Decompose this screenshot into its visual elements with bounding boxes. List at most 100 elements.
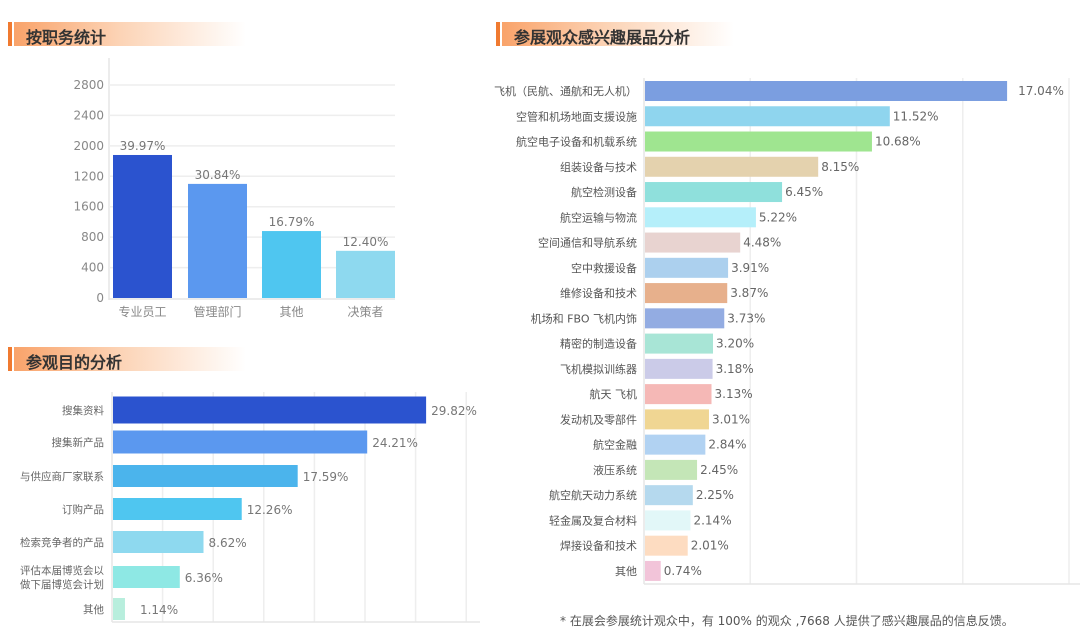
bar xyxy=(645,232,741,253)
bar xyxy=(645,257,729,278)
data-label: 2.84% xyxy=(708,438,746,452)
category-label: 精密的制造设备 xyxy=(560,337,637,351)
data-label: 6.36% xyxy=(185,571,223,585)
data-label: 3.13% xyxy=(715,387,753,401)
bar xyxy=(645,106,890,127)
y-tick-label: 2000 xyxy=(73,139,104,153)
category-label: 评估本届博览会以 xyxy=(20,564,104,577)
bar xyxy=(645,333,713,354)
bar xyxy=(113,566,180,588)
bar xyxy=(188,183,247,298)
category-label: 空间通信和导航系统 xyxy=(538,236,637,250)
bar xyxy=(645,81,1008,101)
bar xyxy=(645,131,872,152)
bar xyxy=(645,434,706,455)
data-label: 17.59% xyxy=(303,470,349,484)
data-label: 6.45% xyxy=(785,185,823,199)
category-label: 其他 xyxy=(83,603,104,616)
data-label: 3.18% xyxy=(716,362,754,376)
category-label: 与供应商厂家联系 xyxy=(20,470,104,483)
data-label: 29.82% xyxy=(431,404,477,418)
y-tick-label: 0 xyxy=(96,291,104,305)
bar xyxy=(645,207,756,228)
data-label: 5.22% xyxy=(759,210,797,224)
data-label: 2.25% xyxy=(696,488,734,502)
category-label: 航空检测设备 xyxy=(571,185,637,199)
bar xyxy=(645,384,712,405)
category-label: 维修设备和技术 xyxy=(560,286,637,300)
category-label: 检索竞争者的产品 xyxy=(20,536,104,549)
bar xyxy=(645,308,725,329)
header-background xyxy=(14,22,246,46)
data-label: 3.73% xyxy=(727,311,765,325)
category-label: 轻金属及复合材料 xyxy=(549,513,637,527)
category-label: 机场和 FBO 飞机内饰 xyxy=(531,311,637,325)
data-label: 1.14% xyxy=(140,603,178,617)
category-label: 发动机及零部件 xyxy=(560,412,637,426)
category-label: 订购产品 xyxy=(62,503,104,516)
data-label: 24.21% xyxy=(372,436,418,450)
bar xyxy=(645,358,713,379)
bar xyxy=(645,182,783,203)
category-label: 空管和机场地面支援设施 xyxy=(516,109,637,123)
header-accent xyxy=(496,22,500,46)
header-background xyxy=(502,22,734,46)
bar xyxy=(645,459,698,480)
section-title: 按职务统计 xyxy=(26,28,107,47)
data-label: 0.74% xyxy=(664,564,702,578)
data-label: 3.20% xyxy=(716,337,754,351)
data-label: 10.68% xyxy=(875,135,921,149)
data-label: 2.01% xyxy=(691,539,729,553)
category-label: 焊接设备和技术 xyxy=(560,539,637,553)
y-tick-label: 800 xyxy=(81,230,104,244)
footnote: * 在展会参展统计观众中，有 100% 的观众 ,7668 人提供了感兴趣展品的… xyxy=(560,614,1014,628)
category-label: 航空运输与物流 xyxy=(560,210,637,224)
y-tick-label: 2400 xyxy=(73,108,104,122)
x-tick-label: 决策者 xyxy=(347,305,383,319)
x-tick-label: 其他 xyxy=(279,305,303,319)
category-label: 液压系统 xyxy=(593,463,637,477)
x-tick-label: 专业员工 xyxy=(118,304,166,319)
category-label: 搜集资料 xyxy=(62,404,104,417)
section-title: 参观目的分析 xyxy=(26,353,123,372)
bar xyxy=(645,535,688,556)
category-label: 航空金融 xyxy=(593,438,637,452)
category-label: 其他 xyxy=(615,565,637,578)
data-label: 4.48% xyxy=(743,236,781,250)
data-label: 39.97% xyxy=(120,139,166,153)
bar xyxy=(113,154,172,298)
header-accent xyxy=(8,347,12,371)
data-label: 3.87% xyxy=(730,286,768,300)
header-accent xyxy=(8,22,12,46)
bar xyxy=(645,510,691,531)
x-tick-label: 管理部门 xyxy=(193,304,241,319)
bar xyxy=(113,598,125,620)
bar xyxy=(645,283,728,304)
data-label: 2.14% xyxy=(693,513,731,527)
data-label: 12.40% xyxy=(343,235,389,249)
section-title: 参展观众感兴趣展品分析 xyxy=(514,28,691,47)
bar xyxy=(645,560,661,581)
data-label: 3.91% xyxy=(731,261,769,275)
category-label: 航空航天动力系统 xyxy=(549,488,637,502)
bar xyxy=(113,465,298,487)
bar xyxy=(113,498,242,520)
bar xyxy=(645,409,709,430)
data-label: 11.52% xyxy=(893,109,939,123)
data-label: 3.01% xyxy=(712,412,750,426)
bar xyxy=(113,430,368,454)
bar xyxy=(336,250,395,298)
category-label: 飞机（民航、通航和无人机） xyxy=(494,84,637,98)
category-label: 飞机模拟训练器 xyxy=(560,362,637,376)
data-label: 16.79% xyxy=(269,215,315,229)
y-tick-label: 1600 xyxy=(73,200,104,214)
bar xyxy=(262,231,321,298)
data-label: 30.84% xyxy=(195,168,241,182)
data-label: 12.26% xyxy=(247,503,293,517)
y-tick-label: 2800 xyxy=(73,78,104,92)
category-label: 组装设备与技术 xyxy=(560,160,637,174)
y-tick-label: 1200 xyxy=(73,169,104,183)
data-label: 8.15% xyxy=(821,160,859,174)
category-label: 搜集新产品 xyxy=(52,436,105,449)
